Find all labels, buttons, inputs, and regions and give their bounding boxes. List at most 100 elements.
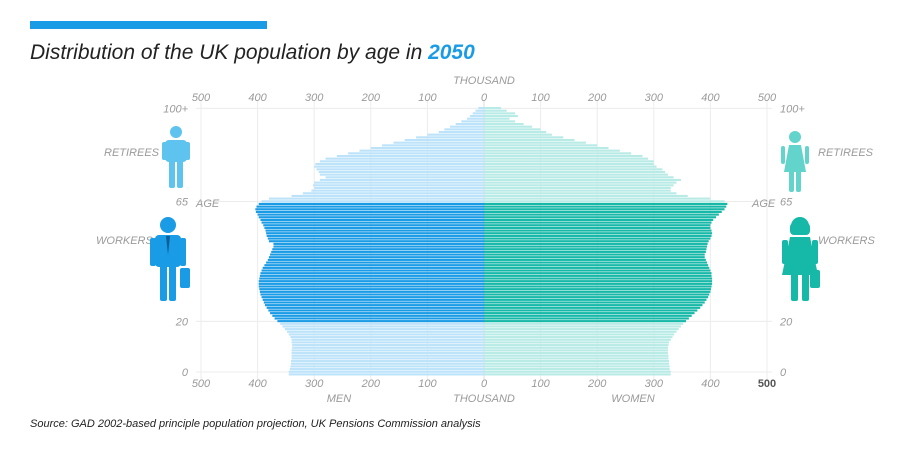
bar-men [314,165,484,168]
age-tick-label-right: 0 [780,367,787,379]
bar-women [484,122,524,126]
bar-men [255,210,484,214]
bar-women [484,312,695,315]
bar-women [484,293,710,296]
bar-women [484,197,711,200]
bar-men [336,154,484,158]
bar-men [291,341,484,344]
bar-men [261,296,484,299]
bar-women [484,360,670,363]
bar-women [484,325,681,328]
unit-label-top: THOUSAND [453,75,515,87]
x-tick-label-top: 400 [701,92,720,104]
bar-men [264,264,484,267]
bar-men [311,189,484,192]
bar-men [291,352,484,355]
age-axis-label-left: AGE [195,198,220,210]
bar-men [438,130,484,134]
bar-women [484,282,713,285]
bar-men [416,136,484,139]
bar-women [484,242,708,245]
x-tick-label-top: 0 [481,92,488,104]
bar-men [262,298,484,301]
bar-men [316,168,484,171]
bar-men [404,138,484,142]
bar-women [484,266,710,269]
bar-women [484,146,609,150]
bar-men [258,280,484,283]
bar-men [325,157,484,160]
bar-men [258,202,484,206]
male-retiree-icon [162,126,190,188]
bar-men [259,290,484,293]
x-tick-label-bottom: 100 [531,378,550,390]
bar-women [484,178,681,182]
bar-men [266,261,484,264]
male-worker-icon [150,217,190,301]
bar-men [263,224,484,227]
bar-men [287,330,484,333]
bar-men [290,336,484,339]
retirees-label-right: RETIREES [818,147,874,159]
x-tick-label-bottom: 500 [758,378,776,390]
bar-women [484,314,692,317]
bar-women [484,328,679,331]
bar-women [484,200,725,203]
bar-men [259,274,484,277]
bar-men [266,234,484,237]
bar-men [264,304,484,307]
bar-men [348,152,484,155]
age-tick-label-left: 20 [175,316,189,328]
bar-men [467,117,484,120]
age-tick-label-right: 65 [780,197,793,209]
bar-men [302,192,484,195]
bar-women [484,237,711,240]
bar-men [273,245,484,248]
bar-women [484,301,705,304]
bar-women [484,136,564,139]
bar-women [484,109,507,112]
bar-women [484,218,714,221]
bar-men [263,301,484,304]
bar-men [393,141,484,144]
bar-men [288,373,484,376]
bar-women [484,250,706,253]
bar-men [292,346,484,349]
x-tick-label-bottom: 400 [248,378,267,390]
bar-women [484,362,670,365]
bar-men [455,122,484,126]
bar-men [268,256,484,259]
bar-women [484,168,663,171]
bar-women [484,194,688,198]
bar-men [313,184,484,187]
x-tick-label-top: 500 [758,92,777,104]
age-tick-label-right: 20 [779,316,793,328]
bar-women [484,181,677,184]
title-text: Distribution of the UK population by age… [30,41,429,64]
bar-men [288,333,484,336]
bar-women [484,349,668,352]
accent-bar [30,21,267,29]
age-axis-label-right: AGE [751,198,776,210]
x-tick-label-top: 300 [645,92,664,104]
bar-women [484,224,711,227]
women-label: WOMEN [611,393,654,405]
bar-women [484,373,671,376]
bar-men [266,306,484,309]
bar-men [277,320,484,323]
bar-women [484,290,711,293]
bar-men [261,221,484,224]
x-tick-label-bottom: 500 [192,378,211,390]
bar-men [475,109,484,112]
bar-women [484,221,712,224]
x-tick-label-bottom: 200 [587,378,607,390]
bar-men [450,125,484,128]
bar-men [478,107,484,110]
x-tick-label-top: 300 [305,92,324,104]
age-tick-label-left: 0 [182,367,189,379]
bar-women [484,154,643,158]
bar-men [274,317,484,320]
bar-men [280,322,484,325]
bar-men [268,240,484,243]
bar-women [484,338,671,341]
